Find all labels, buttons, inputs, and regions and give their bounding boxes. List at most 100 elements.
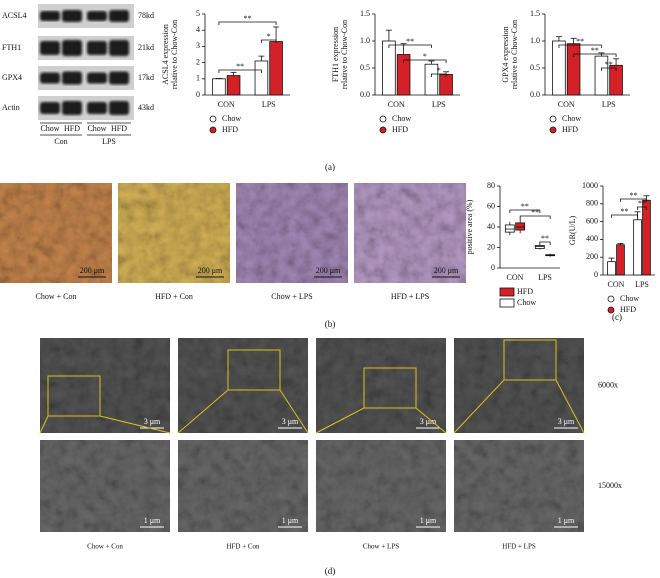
- box: [515, 222, 526, 231]
- blot-band: [87, 102, 107, 114]
- legend-swatch: [209, 126, 217, 134]
- blot-band: [40, 102, 60, 114]
- sig-bracket: [637, 206, 647, 210]
- scale-label: 1 μm: [420, 516, 437, 525]
- panel-label: (d): [325, 566, 336, 576]
- box: [504, 224, 515, 233]
- scale-label: 200 μm: [80, 266, 105, 275]
- y-axis-label: FTH1 expression: [331, 27, 340, 82]
- sig-label: **: [638, 199, 646, 208]
- protein-label: FTH1: [2, 43, 21, 52]
- y-tick-label: 5: [196, 9, 200, 18]
- sig-label: **: [591, 46, 599, 55]
- lane-label: Chow: [40, 124, 59, 133]
- protein-size: 21kd: [138, 43, 154, 52]
- em-image: [40, 440, 170, 532]
- legend-label: Chow: [517, 298, 536, 307]
- zoom-box: [503, 339, 557, 381]
- y-tick-label: 400: [586, 234, 598, 243]
- y-tick-label: 800: [586, 199, 598, 208]
- sig-bracket: [601, 67, 617, 71]
- image-caption: Chow + LPS: [271, 292, 312, 301]
- sig-label: **: [406, 37, 414, 46]
- bar: [642, 199, 651, 276]
- x-tick-label: CON: [558, 100, 575, 109]
- blot-band: [109, 71, 129, 85]
- y-tick-label: 600: [586, 216, 598, 225]
- legend-swatch: [607, 306, 615, 314]
- blot-band: [40, 41, 60, 55]
- bar: [254, 60, 269, 96]
- image-caption: Chow + Con: [36, 292, 77, 301]
- x-tick-label: LPS: [262, 100, 276, 109]
- legend-swatch: [607, 295, 615, 303]
- blot-band: [109, 101, 129, 115]
- em-image: [178, 338, 308, 433]
- bar: [226, 75, 241, 96]
- legend-label: HFD: [517, 287, 533, 296]
- y-tick-label: 0.0: [530, 90, 540, 99]
- bar: [382, 40, 396, 96]
- y-axis-label: ACSL4 expression: [161, 24, 170, 85]
- image-caption: HFD + LPS: [391, 292, 429, 301]
- histology-image: [354, 183, 466, 283]
- bar: [396, 54, 411, 96]
- image-caption: HFD + LPS: [502, 543, 536, 551]
- sig-bracket: [611, 214, 638, 218]
- legend-label: Chow: [620, 294, 639, 303]
- x-tick-label: CON: [507, 273, 524, 282]
- bar: [424, 63, 439, 96]
- zoom-box: [227, 349, 281, 391]
- legend-label: HFD: [392, 125, 408, 134]
- sig-label: **: [576, 37, 584, 46]
- legend-swatch: [379, 126, 387, 134]
- zoom-line: [279, 389, 309, 434]
- x-tick-label: CON: [388, 100, 405, 109]
- y-tick-label: 40: [487, 222, 495, 231]
- sig-bracket: [620, 198, 647, 202]
- sig-bracket: [558, 44, 602, 48]
- zoom-line: [39, 415, 49, 434]
- sig-bracket: [261, 39, 277, 43]
- y-axis-label: relative to Chow-Con: [510, 20, 519, 89]
- protein-size: 78kd: [138, 11, 154, 20]
- sig-bracket: [388, 44, 432, 48]
- scale-label: 3 μm: [282, 417, 299, 426]
- zoom-line: [315, 407, 365, 434]
- magnification: 6000x: [598, 380, 618, 389]
- blot-band: [87, 41, 107, 55]
- zoom-line: [177, 389, 229, 434]
- sig-label: **: [621, 207, 629, 216]
- sig-label: **: [541, 234, 549, 243]
- box: [534, 245, 545, 249]
- legend-label: HFD: [222, 125, 238, 134]
- histology-image: [236, 183, 348, 283]
- scale-label: 1 μm: [558, 516, 575, 525]
- sig-label: *: [423, 52, 427, 61]
- lane-label: HFD: [111, 124, 127, 133]
- y-tick-label: 0.5: [530, 63, 540, 72]
- scale-label: 3 μm: [144, 417, 161, 426]
- blot-band: [109, 40, 129, 56]
- protein-label: GPX4: [2, 73, 22, 82]
- legend-swatch: [209, 115, 217, 123]
- y-tick-label: 20: [487, 242, 495, 251]
- em-image: [454, 440, 584, 532]
- scale-label: 1 μm: [282, 516, 299, 525]
- legend-label: Chow: [222, 114, 241, 123]
- x-tick-label: LPS: [635, 280, 649, 289]
- em-image: [316, 440, 446, 532]
- y-axis-label: positive area (%): [465, 199, 474, 254]
- zoom-line: [99, 415, 171, 434]
- sig-label: *: [437, 66, 441, 75]
- blot-band: [40, 11, 60, 21]
- y-tick-label: 200: [586, 252, 598, 261]
- x-tick-label: LPS: [432, 100, 446, 109]
- y-tick-label: 1: [196, 74, 200, 83]
- legend-label: HFD: [620, 305, 636, 314]
- y-tick-label: 3: [196, 41, 200, 50]
- em-image: [454, 338, 584, 433]
- group-label: Con: [54, 137, 67, 146]
- y-tick-label: 60: [487, 201, 495, 210]
- sig-label: **: [629, 191, 637, 200]
